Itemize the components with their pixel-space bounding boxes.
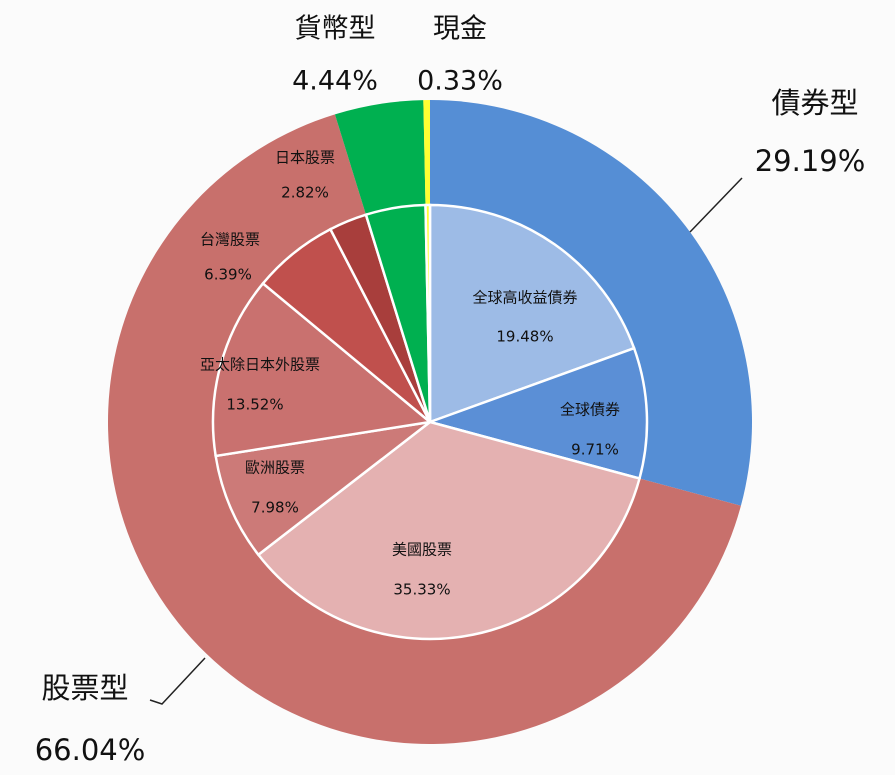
value-label: 0.33% xyxy=(417,66,503,97)
value-label: 7.98% xyxy=(251,499,299,517)
slice-label: 日本股票 xyxy=(275,149,335,167)
slice-label: 貨幣型 xyxy=(295,14,376,45)
value-label: 19.48% xyxy=(496,328,553,346)
value-label: 6.39% xyxy=(204,266,252,284)
slice-label: 股票型 xyxy=(41,671,128,705)
value-label: 13.52% xyxy=(226,396,283,414)
value-label: 9.71% xyxy=(571,441,619,459)
slice-label: 全球債券 xyxy=(560,401,620,419)
slice-label: 全球高收益債券 xyxy=(472,289,577,307)
slice-label: 亞太除日本外股票 xyxy=(200,356,320,374)
slice-label: 美國股票 xyxy=(392,541,452,559)
value-label: 4.44% xyxy=(292,66,378,97)
chart: 債券型 29.19% 股票型 66.04% 貨幣型 4.44% 現金 0.33% 全球高收益債券… xyxy=(0,0,895,775)
value-label: 2.82% xyxy=(281,184,329,202)
value-label: 35.33% xyxy=(393,581,450,599)
slice-label: 台灣股票 xyxy=(200,231,260,249)
slice-label: 歐洲股票 xyxy=(245,459,305,477)
value-label: 29.19% xyxy=(755,144,866,178)
pie xyxy=(108,100,752,744)
slice-label: 現金 xyxy=(433,14,487,45)
slice-label: 債券型 xyxy=(771,86,858,120)
value-label: 66.04% xyxy=(35,733,146,767)
